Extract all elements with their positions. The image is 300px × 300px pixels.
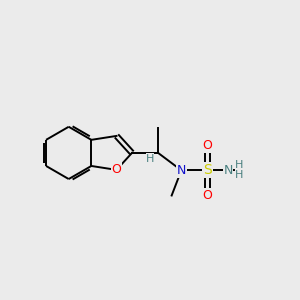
Text: O: O xyxy=(202,139,212,152)
Text: H: H xyxy=(235,170,243,180)
Text: S: S xyxy=(203,163,212,177)
Text: H: H xyxy=(235,160,243,170)
Text: N: N xyxy=(177,164,186,177)
Text: N: N xyxy=(223,164,232,177)
Text: O: O xyxy=(202,189,212,202)
Text: O: O xyxy=(112,164,122,176)
Text: H: H xyxy=(146,154,154,164)
